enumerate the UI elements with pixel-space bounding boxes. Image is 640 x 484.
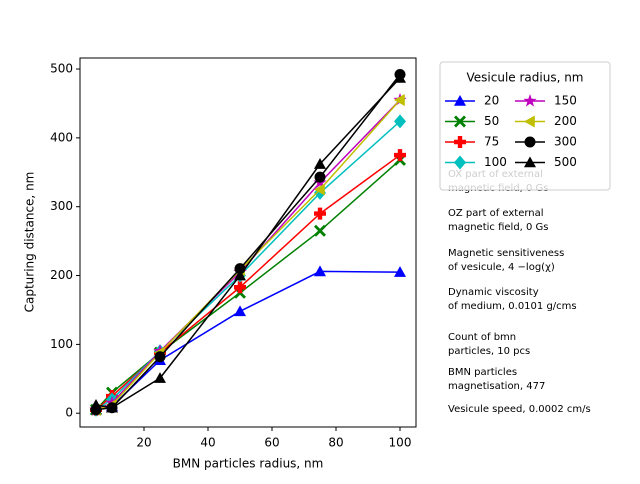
annotation: Magnetic sensitiveness xyxy=(448,248,564,259)
marker xyxy=(314,265,326,277)
legend-label: 75 xyxy=(484,135,499,149)
legend-label: 200 xyxy=(554,114,577,128)
legend-label: 20 xyxy=(484,94,499,108)
marker xyxy=(314,207,326,220)
x-tick-label: 80 xyxy=(328,436,343,450)
marker xyxy=(394,93,405,106)
y-tick-label: 400 xyxy=(50,130,73,144)
marker xyxy=(154,372,166,383)
y-tick-label: 300 xyxy=(50,199,73,213)
x-tick-label: 20 xyxy=(136,436,151,450)
annotation: particles, 10 pcs xyxy=(448,346,530,357)
marker xyxy=(454,95,466,106)
y-axis-label: Capturing distance, nm xyxy=(23,172,37,313)
x-tick-label: 40 xyxy=(200,436,215,450)
marker xyxy=(314,224,326,237)
series-line xyxy=(95,77,401,409)
annotation: magnetisation, 477 xyxy=(448,381,545,392)
marker xyxy=(394,266,406,277)
legend-label: 150 xyxy=(554,94,577,108)
marker xyxy=(394,149,406,162)
annotation: Count of bmn xyxy=(448,332,516,343)
marker xyxy=(314,171,326,183)
legend-label: 50 xyxy=(484,114,499,128)
marker xyxy=(154,351,166,363)
series-line xyxy=(95,99,401,411)
marker xyxy=(524,136,536,148)
marker xyxy=(523,94,537,107)
marker xyxy=(524,156,536,168)
legend-label: 500 xyxy=(554,155,577,169)
y-tick-label: 0 xyxy=(65,406,73,420)
y-tick-label: 500 xyxy=(50,62,73,76)
annotation: of vesicule, 4 −log(χ) xyxy=(448,262,555,273)
marker xyxy=(234,281,246,294)
marker xyxy=(454,155,466,170)
legend-label: 100 xyxy=(484,155,507,169)
y-tick-label: 200 xyxy=(50,268,73,282)
y-tick-label: 100 xyxy=(50,337,73,351)
marker xyxy=(314,183,325,196)
marker xyxy=(90,398,102,410)
legend-box xyxy=(439,61,611,191)
marker xyxy=(394,71,406,83)
legend-label: 300 xyxy=(554,135,577,149)
marker xyxy=(234,269,246,281)
annotation: of medium, 0.0101 g/cms xyxy=(448,301,577,312)
marker xyxy=(314,158,326,169)
legend-title: Vesicule radius, nm xyxy=(467,71,584,85)
x-tick-label: 100 xyxy=(389,436,412,450)
marker xyxy=(234,305,246,317)
annotation: Dynamic viscosity xyxy=(448,287,539,298)
marker xyxy=(106,401,118,413)
series-line xyxy=(95,74,401,411)
plot-frame xyxy=(79,57,417,428)
marker xyxy=(394,114,406,129)
x-axis-label: BMN particles radius, nm xyxy=(173,457,324,471)
annotation: Vesicule speed, 0.0002 cm/s xyxy=(448,404,591,415)
annotation: BMN particles xyxy=(448,367,517,378)
annotation: OZ part of external xyxy=(448,208,544,219)
x-tick-label: 60 xyxy=(264,436,279,450)
annotation: magnetic field, 0 Gs xyxy=(448,222,549,233)
marker xyxy=(454,115,466,128)
marker xyxy=(524,115,535,128)
marker xyxy=(454,136,466,148)
